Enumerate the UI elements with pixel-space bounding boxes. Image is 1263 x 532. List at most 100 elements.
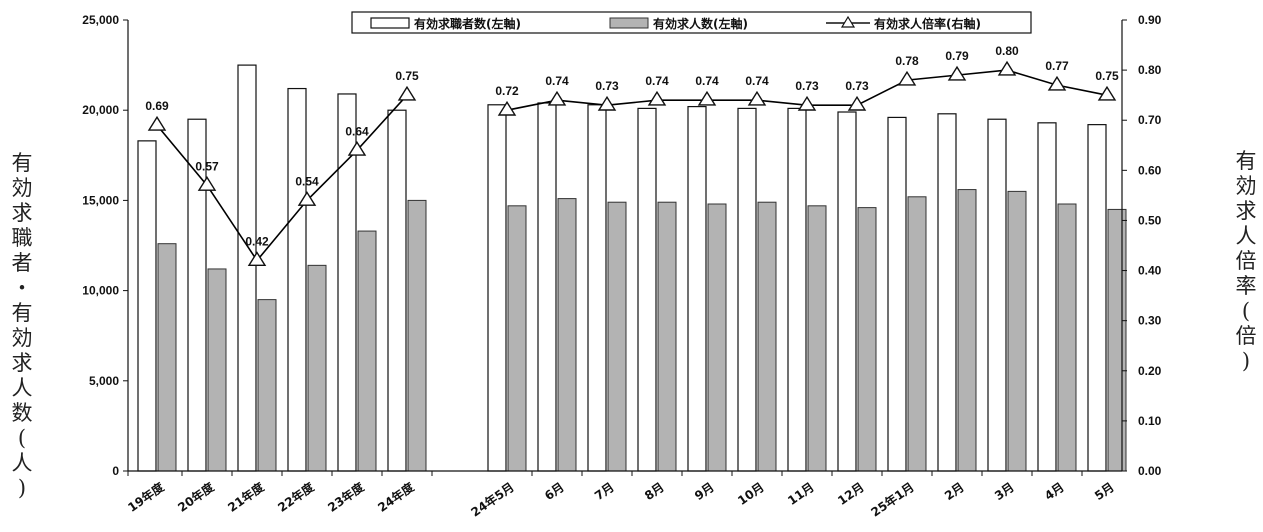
x-tick-label: 4月 <box>1042 480 1067 503</box>
bar-job-seekers <box>237 64 257 472</box>
x-tick-label: 3月 <box>992 480 1017 503</box>
ratio-data-label: 0.69 <box>145 99 169 113</box>
ratio-data-label: 0.74 <box>745 74 769 88</box>
bar-job-offers <box>357 230 377 472</box>
legend-marker-ratio <box>840 15 856 28</box>
y-tick-label-right: 0.10 <box>1138 414 1162 428</box>
x-tick-label: 7月 <box>592 480 617 503</box>
ratio-data-label: 0.73 <box>845 79 869 93</box>
ratio-data-label: 0.74 <box>545 74 569 88</box>
legend-box <box>351 11 1032 34</box>
legend: 有効求職者数(左軸) 有効求人数(左軸) 有効求人倍率(右軸) <box>351 11 1032 34</box>
bar-job-seekers <box>787 107 807 472</box>
x-tick-label: 11月 <box>785 480 817 508</box>
axis-title-char: 倍 <box>1236 249 1257 273</box>
bar-job-offers <box>257 299 277 472</box>
x-tick-label: 5月 <box>1092 480 1117 503</box>
ratio-marker <box>347 140 367 156</box>
y-axis-title-left: 有効求職者・有効求人数(人) <box>12 151 33 500</box>
axis-title-char: ) <box>1242 349 1250 373</box>
ratio-marker <box>397 85 417 101</box>
bar-job-seekers <box>587 104 607 472</box>
bar-job-seekers <box>137 140 157 472</box>
legend-swatch-job-offers <box>609 17 649 29</box>
ratio-marker <box>247 251 267 267</box>
x-tick-label: 25年1月 <box>868 479 917 519</box>
legend-label-job-seekers: 有効求職者数(左軸) <box>414 16 521 31</box>
axis-title-char: 有 <box>12 301 33 325</box>
y-tick-label-left: 20,000 <box>82 103 119 117</box>
ratio-data-label: 0.73 <box>795 79 819 93</box>
x-tick-label: 9月 <box>692 480 717 503</box>
ratio-marker <box>547 90 567 106</box>
ratio-marker <box>747 90 767 106</box>
axis-title-char: 求 <box>1236 199 1257 223</box>
bar-job-offers <box>807 205 827 472</box>
bar-job-seekers <box>1087 124 1107 472</box>
x-tick-label: 10月 <box>735 480 767 508</box>
x-tick-label: 21年度 <box>225 479 268 515</box>
bar-job-offers <box>407 199 427 472</box>
x-tick-label: 23年度 <box>325 479 368 515</box>
axis-title-char: 有 <box>12 151 33 175</box>
y-tick-label-left: 15,000 <box>82 193 119 207</box>
ratio-line-fiscal-years <box>156 94 408 262</box>
ratio-marker <box>647 90 667 106</box>
axis-title-char: 効 <box>12 176 33 200</box>
ratio-marker <box>997 60 1017 76</box>
legend-label-job-offers: 有効求人数(左軸) <box>653 16 748 31</box>
bar-job-seekers <box>687 105 707 472</box>
ratio-data-label: 0.73 <box>595 79 619 93</box>
x-tick-label: 22年度 <box>275 479 318 515</box>
x-tick-label: 12月 <box>835 480 867 508</box>
ratio-data-label: 0.42 <box>245 235 269 249</box>
bar-job-offers <box>857 207 877 472</box>
axis-title-char: 求 <box>12 351 33 375</box>
ratio-data-label: 0.64 <box>345 124 369 138</box>
y-tick-label-right: 0.80 <box>1138 63 1162 77</box>
x-tick-label: 6月 <box>542 480 567 503</box>
bar-job-offers <box>657 201 677 472</box>
axis-title-char: 人 <box>12 376 33 400</box>
ratio-data-label: 0.80 <box>995 44 1019 58</box>
ratio-marker <box>697 90 717 106</box>
y-tick-label-left: 25,000 <box>82 13 119 27</box>
ratio-data-label: 0.57 <box>195 159 219 173</box>
ratio-data-label: 0.54 <box>295 174 319 188</box>
bar-job-seekers <box>987 118 1007 472</box>
ratio-marker <box>947 65 967 81</box>
ratio-marker <box>197 176 217 191</box>
ratio-data-label: 0.77 <box>1045 59 1069 73</box>
ratio-marker <box>797 95 817 111</box>
y-tick-label-right: 0.00 <box>1138 464 1162 478</box>
bar-job-offers <box>1007 190 1027 472</box>
bar-job-offers <box>707 203 727 472</box>
bar-job-offers <box>607 201 627 472</box>
axis-title-char: 効 <box>12 326 33 350</box>
bar-job-seekers <box>937 113 957 472</box>
ratio-marker <box>1047 75 1067 91</box>
legend-swatch-job-seekers <box>370 17 410 29</box>
y-tick-label-right: 0.20 <box>1138 364 1162 378</box>
bar-job-seekers <box>387 109 407 472</box>
axis-title-char: 倍 <box>1236 324 1257 348</box>
ratio-data-label: 0.75 <box>1095 69 1119 83</box>
bar-job-seekers <box>737 107 757 472</box>
x-tick-label: 19年度 <box>125 479 168 515</box>
ratio-marker <box>847 95 867 111</box>
bar-job-seekers <box>537 102 557 472</box>
y-tick-label-right: 0.90 <box>1138 13 1162 27</box>
bar-job-offers <box>1057 203 1077 472</box>
ratio-marker <box>897 70 917 86</box>
x-tick-label: 24年5月 <box>468 479 517 519</box>
ratio-data-label: 0.74 <box>695 74 719 88</box>
axis-title-char: 効 <box>1236 174 1257 198</box>
axis-title-char: 職 <box>12 226 33 250</box>
ratio-data-label: 0.79 <box>945 49 969 63</box>
bar-job-seekers <box>837 111 857 472</box>
y-tick-label-right: 0.40 <box>1138 264 1162 278</box>
bar-job-seekers <box>637 107 657 472</box>
axis-title-char: 有 <box>1236 149 1257 173</box>
y-tick-label-right: 0.70 <box>1138 113 1162 127</box>
